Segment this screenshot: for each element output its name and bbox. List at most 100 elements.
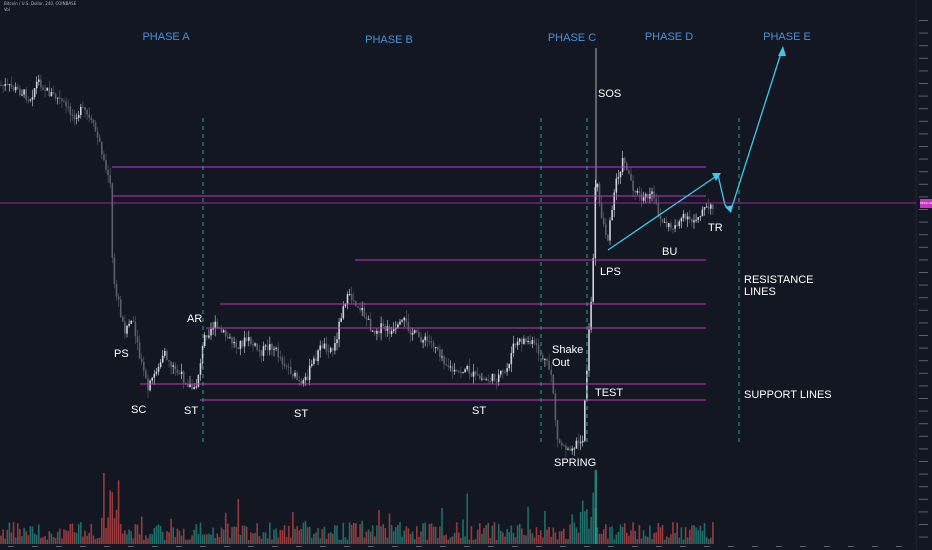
candle-body — [523, 338, 525, 344]
candle-body — [206, 335, 208, 338]
candle-body — [432, 342, 435, 348]
volume-bar — [103, 472, 105, 544]
candle-body — [638, 190, 641, 194]
event-shake-out-2: Out — [552, 357, 570, 369]
volume-bar — [199, 522, 202, 544]
time-tick — [272, 546, 278, 547]
volume-bar — [521, 528, 523, 544]
price-tick — [919, 221, 928, 223]
candle-body — [128, 323, 130, 326]
event-test: TEST — [595, 387, 623, 399]
candle-body — [611, 209, 613, 221]
volume-bar — [168, 532, 170, 544]
candle-body — [556, 420, 559, 440]
volume-bar — [695, 527, 697, 544]
volume-bar — [611, 526, 613, 544]
volume-bar — [613, 539, 615, 544]
time-tick — [8, 546, 14, 547]
candle-body — [376, 330, 378, 334]
candle-body — [636, 190, 639, 193]
phase-b-label: PHASE B — [365, 34, 413, 46]
candle-body — [271, 344, 273, 350]
candle-body — [40, 79, 42, 88]
candle-body — [44, 89, 46, 91]
volume-bar — [455, 522, 458, 544]
volume-bar — [38, 524, 40, 544]
candle-body — [485, 379, 487, 381]
price-tick — [919, 183, 928, 185]
candle-body — [453, 369, 456, 372]
candle-body — [460, 371, 462, 373]
candle-body — [178, 373, 181, 375]
price-tick — [919, 448, 928, 450]
volume-bar — [275, 528, 277, 544]
volume-bar — [115, 509, 118, 544]
volume-bar — [67, 531, 69, 544]
volume-bar — [527, 506, 529, 544]
volume-bar — [672, 522, 674, 544]
volume-bar — [579, 511, 582, 544]
volume-bar — [552, 527, 555, 544]
time-tick — [872, 546, 878, 547]
candle-body — [182, 371, 185, 384]
price-tick — [919, 372, 928, 374]
volume-bar — [661, 525, 664, 544]
volume-bar — [504, 536, 506, 544]
volume-bar — [357, 536, 359, 544]
volume-bar — [193, 529, 195, 544]
volume-bar — [197, 534, 200, 544]
candle-body — [392, 329, 395, 332]
candle-body — [82, 106, 84, 108]
volume-bar — [382, 524, 384, 544]
phase-a-label: PHASE A — [142, 31, 190, 43]
candle-body — [35, 81, 38, 89]
volume-bar — [563, 528, 565, 544]
volume-bar — [14, 537, 17, 544]
volume-bar — [707, 539, 710, 544]
volume-bar — [151, 534, 153, 544]
volume-bar — [615, 534, 618, 544]
volume-bar — [674, 533, 676, 544]
resistance-label-1: RESISTANCE — [744, 274, 813, 286]
candle-body — [193, 386, 195, 390]
candle-body — [248, 337, 250, 341]
volume-bar — [432, 526, 435, 544]
time-tick — [104, 546, 110, 547]
volume-bar — [571, 514, 573, 544]
volume-bar — [487, 522, 489, 544]
candle-body — [600, 203, 603, 219]
candle-body — [237, 347, 240, 349]
candle-body — [31, 97, 34, 100]
candle-body — [542, 355, 544, 360]
candle-body — [321, 345, 324, 349]
candle-body — [451, 366, 454, 372]
candle-body — [109, 175, 111, 184]
candle-body — [516, 341, 519, 346]
volume-bar — [292, 512, 294, 544]
volume-bar — [401, 536, 403, 544]
volume-bar — [319, 538, 321, 544]
price-tick — [919, 486, 928, 488]
volume-bar — [264, 532, 267, 544]
candle-body — [191, 383, 193, 390]
candle-body — [682, 213, 685, 219]
volume-bar — [376, 525, 378, 544]
candle-body — [239, 340, 242, 349]
volume-bar — [23, 527, 25, 544]
volume-bar — [676, 522, 678, 544]
volume-bar — [33, 533, 36, 544]
volume-bar — [82, 536, 84, 544]
volume-bar — [0, 535, 2, 544]
candle-body — [199, 363, 202, 375]
volume-bar — [485, 524, 487, 544]
candle-body — [504, 371, 506, 373]
candle-body — [416, 330, 418, 332]
event-spring: SPRING — [554, 457, 596, 469]
candle-body — [250, 337, 252, 345]
volume-bar — [411, 531, 414, 544]
candle-body — [693, 220, 695, 223]
volume-bar — [294, 528, 296, 544]
volume-bar — [298, 530, 300, 544]
